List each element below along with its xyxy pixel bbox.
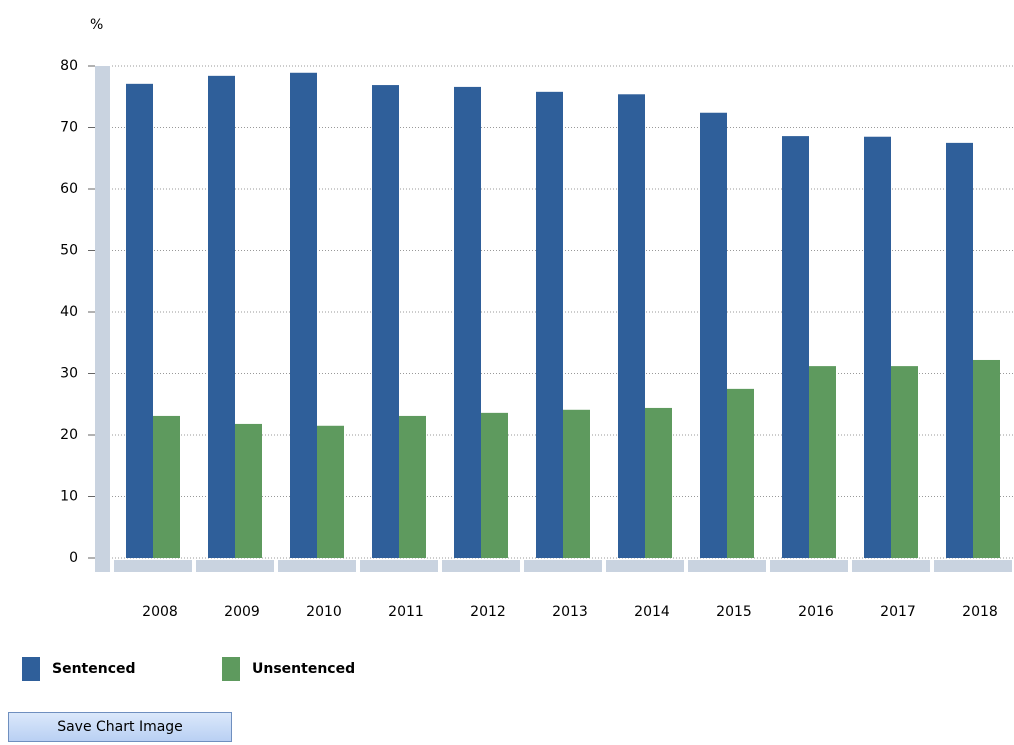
legend-swatch [22,657,40,681]
x-tick-label: 2018 [962,604,998,620]
x-axis-segment [360,560,438,572]
bar [727,388,754,558]
x-tick-label: 2015 [716,604,752,620]
bar [782,136,809,559]
y-tick-label: 0 [69,550,78,566]
bar [208,75,235,558]
bar [864,136,891,558]
bar [372,85,399,558]
bar [618,94,645,558]
x-axis-segment [934,560,1012,572]
x-tick-label: 2017 [880,604,916,620]
y-tick-label: 10 [60,489,78,505]
bar [645,407,672,558]
bar [563,409,590,558]
x-axis-segment [852,560,930,572]
y-tick-label: 40 [60,304,78,320]
bar [290,72,317,558]
x-axis-segment [114,560,192,572]
legend-label: Unsentenced [252,661,355,677]
x-axis-segment [278,560,356,572]
bar [317,425,344,558]
legend-label: Sentenced [52,661,136,677]
x-axis-segment [688,560,766,572]
y-tick-label: 50 [60,243,78,259]
bar [153,415,180,558]
x-axis-segment [196,560,274,572]
x-axis-segment [770,560,848,572]
bar [946,142,973,558]
bar [126,83,153,559]
bar [536,91,563,558]
x-tick-label: 2011 [388,604,424,620]
x-tick-label: 2014 [634,604,670,620]
bar [481,412,508,558]
y-axis-label: % [90,17,103,33]
legend-swatch [222,657,240,681]
x-tick-label: 2008 [142,604,178,620]
x-axis-segment [606,560,684,572]
bar [700,112,727,559]
x-tick-label: 2013 [552,604,588,620]
chart: % 0 10 20 30 40 50 60 70 80 2008 2009 2010 2011 2012 2… [22,17,1014,681]
y-tick-label: 70 [60,120,78,136]
bar [399,415,426,558]
x-tick-label: 2009 [224,604,260,620]
bar [235,423,262,558]
y-tick-label: 30 [60,366,78,382]
x-tick-label: 2010 [306,604,342,620]
bar [973,359,1000,558]
y-axis-bar [95,66,110,572]
y-tick-label: 80 [60,58,78,74]
bar [809,366,836,558]
x-axis-segment [524,560,602,572]
x-tick-label: 2012 [470,604,506,620]
x-tick-label: 2016 [798,604,834,620]
x-axis-segment [442,560,520,572]
y-tick-label: 20 [60,427,78,443]
bar [891,366,918,558]
save-chart-button[interactable]: Save Chart Image [8,712,232,742]
bar [454,86,481,558]
y-tick-label: 60 [60,181,78,197]
